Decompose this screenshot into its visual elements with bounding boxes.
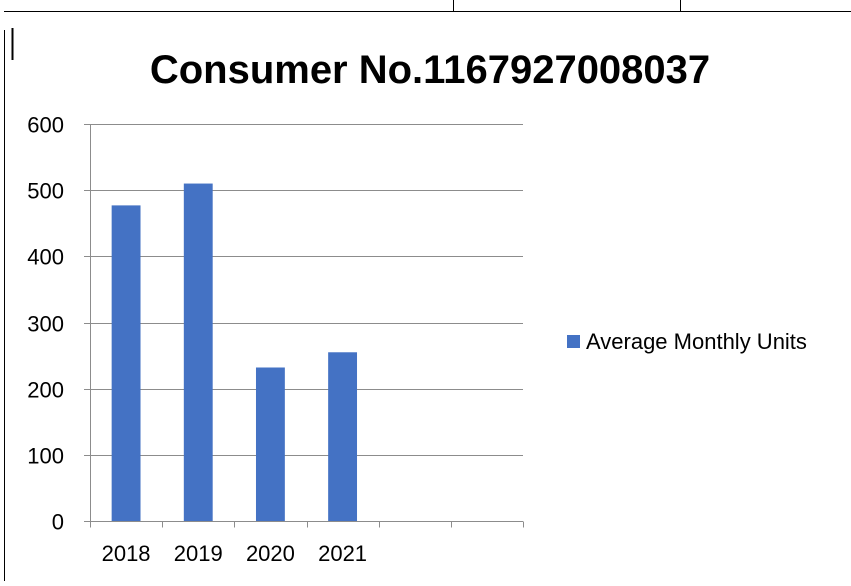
- x-tick-label: 2019: [174, 541, 223, 566]
- x-tick-label: 2021: [318, 541, 367, 566]
- x-tick-label: 2018: [102, 541, 151, 566]
- y-tick-label: 400: [27, 245, 64, 270]
- y-tick-label: 200: [27, 378, 64, 403]
- legend-label: Average Monthly Units: [586, 329, 807, 354]
- bars: [111, 183, 358, 522]
- bar-2020: [255, 367, 285, 521]
- gridlines: [84, 124, 523, 522]
- x-axis-tick-labels: 2018 2019 2020 2021: [102, 541, 367, 566]
- y-tick-label: 100: [27, 444, 64, 469]
- cell-borders: [4, 0, 851, 581]
- y-tick-label: 0: [52, 510, 64, 535]
- y-tick-label: 500: [27, 179, 64, 204]
- bar-2019: [183, 183, 213, 522]
- bar-2021: [328, 352, 358, 521]
- chart-title: Consumer No.1167927008037: [150, 48, 710, 92]
- axes: [90, 124, 524, 528]
- x-tick-label: 2020: [246, 541, 295, 566]
- y-tick-label: 600: [27, 113, 64, 138]
- y-axis-tick-labels: 0 100 200 300 400 500 600: [27, 113, 64, 535]
- legend: Average Monthly Units: [567, 329, 807, 354]
- bar-2018: [111, 205, 141, 521]
- legend-swatch: [567, 335, 580, 348]
- y-tick-label: 300: [27, 312, 64, 337]
